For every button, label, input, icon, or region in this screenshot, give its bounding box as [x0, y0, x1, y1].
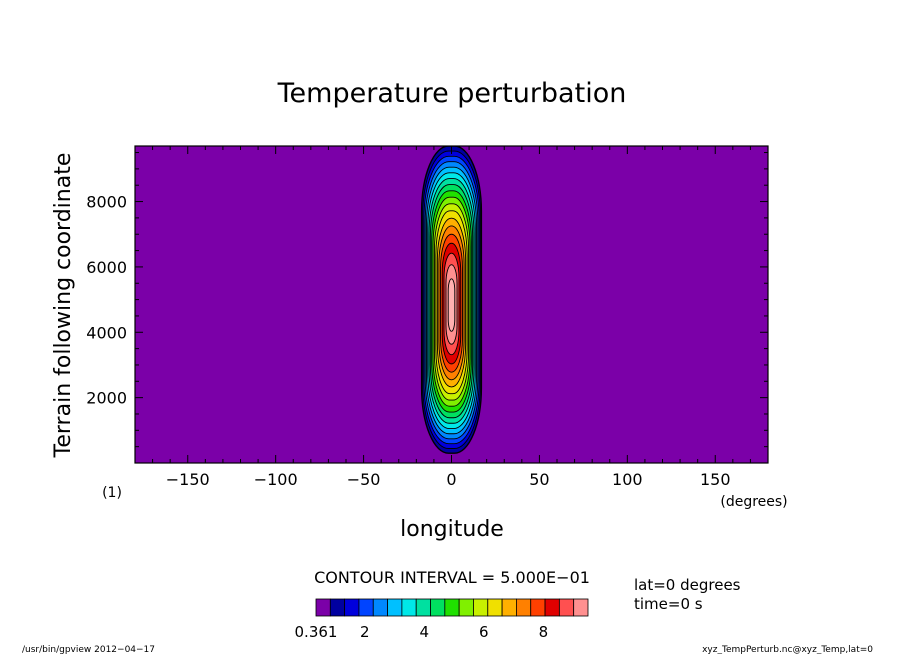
colorbar: 0.361 2 4 6 8: [295, 598, 589, 641]
x-axis-title: longitude: [400, 517, 504, 542]
colorbar-swatch: [430, 598, 446, 617]
y-tick-label: 8000: [86, 193, 127, 212]
chart-title: Temperature perturbation: [277, 78, 627, 109]
colorbar-swatch: [329, 598, 346, 617]
colorbar-label: 0.361: [295, 623, 338, 641]
y-axis: 2000 4000 6000 8000: [86, 152, 768, 464]
x-tick-label: −150: [166, 470, 210, 489]
colorbar-label: 2: [360, 623, 370, 641]
colorbar-swatch: [401, 598, 417, 617]
colorbar-swatch: [544, 598, 560, 617]
colorbar-swatch: [444, 598, 460, 617]
info-time: time=0 s: [634, 595, 703, 613]
colorbar-swatch: [473, 598, 489, 617]
y-tick-label: 4000: [86, 323, 127, 342]
colorbar-label: 6: [479, 623, 489, 641]
colorbar-swatch: [458, 598, 474, 617]
colorbar-swatch: [387, 598, 403, 617]
contour-band: [447, 278, 456, 332]
colorbar-swatch: [372, 598, 388, 617]
colorbar-label: 4: [420, 623, 430, 641]
plot-frame: [134, 145, 769, 464]
contour-interval-label: CONTOUR INTERVAL = 5.000E−01: [314, 568, 590, 587]
contour-field: [420, 146, 483, 454]
colorbar-swatch: [344, 598, 360, 617]
y-tick-label: 6000: [86, 258, 127, 277]
x-tick-label: 0: [446, 470, 456, 489]
colorbar-swatch: [415, 598, 431, 617]
colorbar-swatch: [358, 598, 374, 617]
footer-left: /usr/bin/gpview 2012−04−17: [22, 645, 155, 654]
x-unit-label: (degrees): [720, 494, 787, 510]
panel-label: (1): [102, 485, 122, 501]
y-axis-title: Terrain following coordinate: [51, 153, 76, 459]
footer-right: xyz_TempPerturb.nc@xyz_Temp,lat=0: [702, 645, 873, 654]
info-latitude: lat=0 degrees: [634, 576, 741, 594]
colorbar-swatch: [530, 598, 546, 617]
colorbar-swatch: [487, 598, 503, 617]
x-tick-label: −100: [254, 470, 298, 489]
x-tick-label: 150: [700, 470, 731, 489]
colorbar-swatch: [558, 598, 575, 617]
colorbar-swatch: [315, 598, 331, 617]
x-tick-label: 100: [612, 470, 643, 489]
colorbar-label: 8: [539, 623, 549, 641]
x-tick-label: 50: [529, 470, 549, 489]
x-tick-label: −50: [347, 470, 381, 489]
x-axis: −150 −100 −50 0 50 100 150: [134, 146, 769, 489]
colorbar-swatch: [501, 598, 517, 617]
colorbar-swatch: [516, 598, 532, 617]
colorbar-swatch: [573, 598, 589, 617]
y-tick-label: 2000: [86, 389, 127, 408]
